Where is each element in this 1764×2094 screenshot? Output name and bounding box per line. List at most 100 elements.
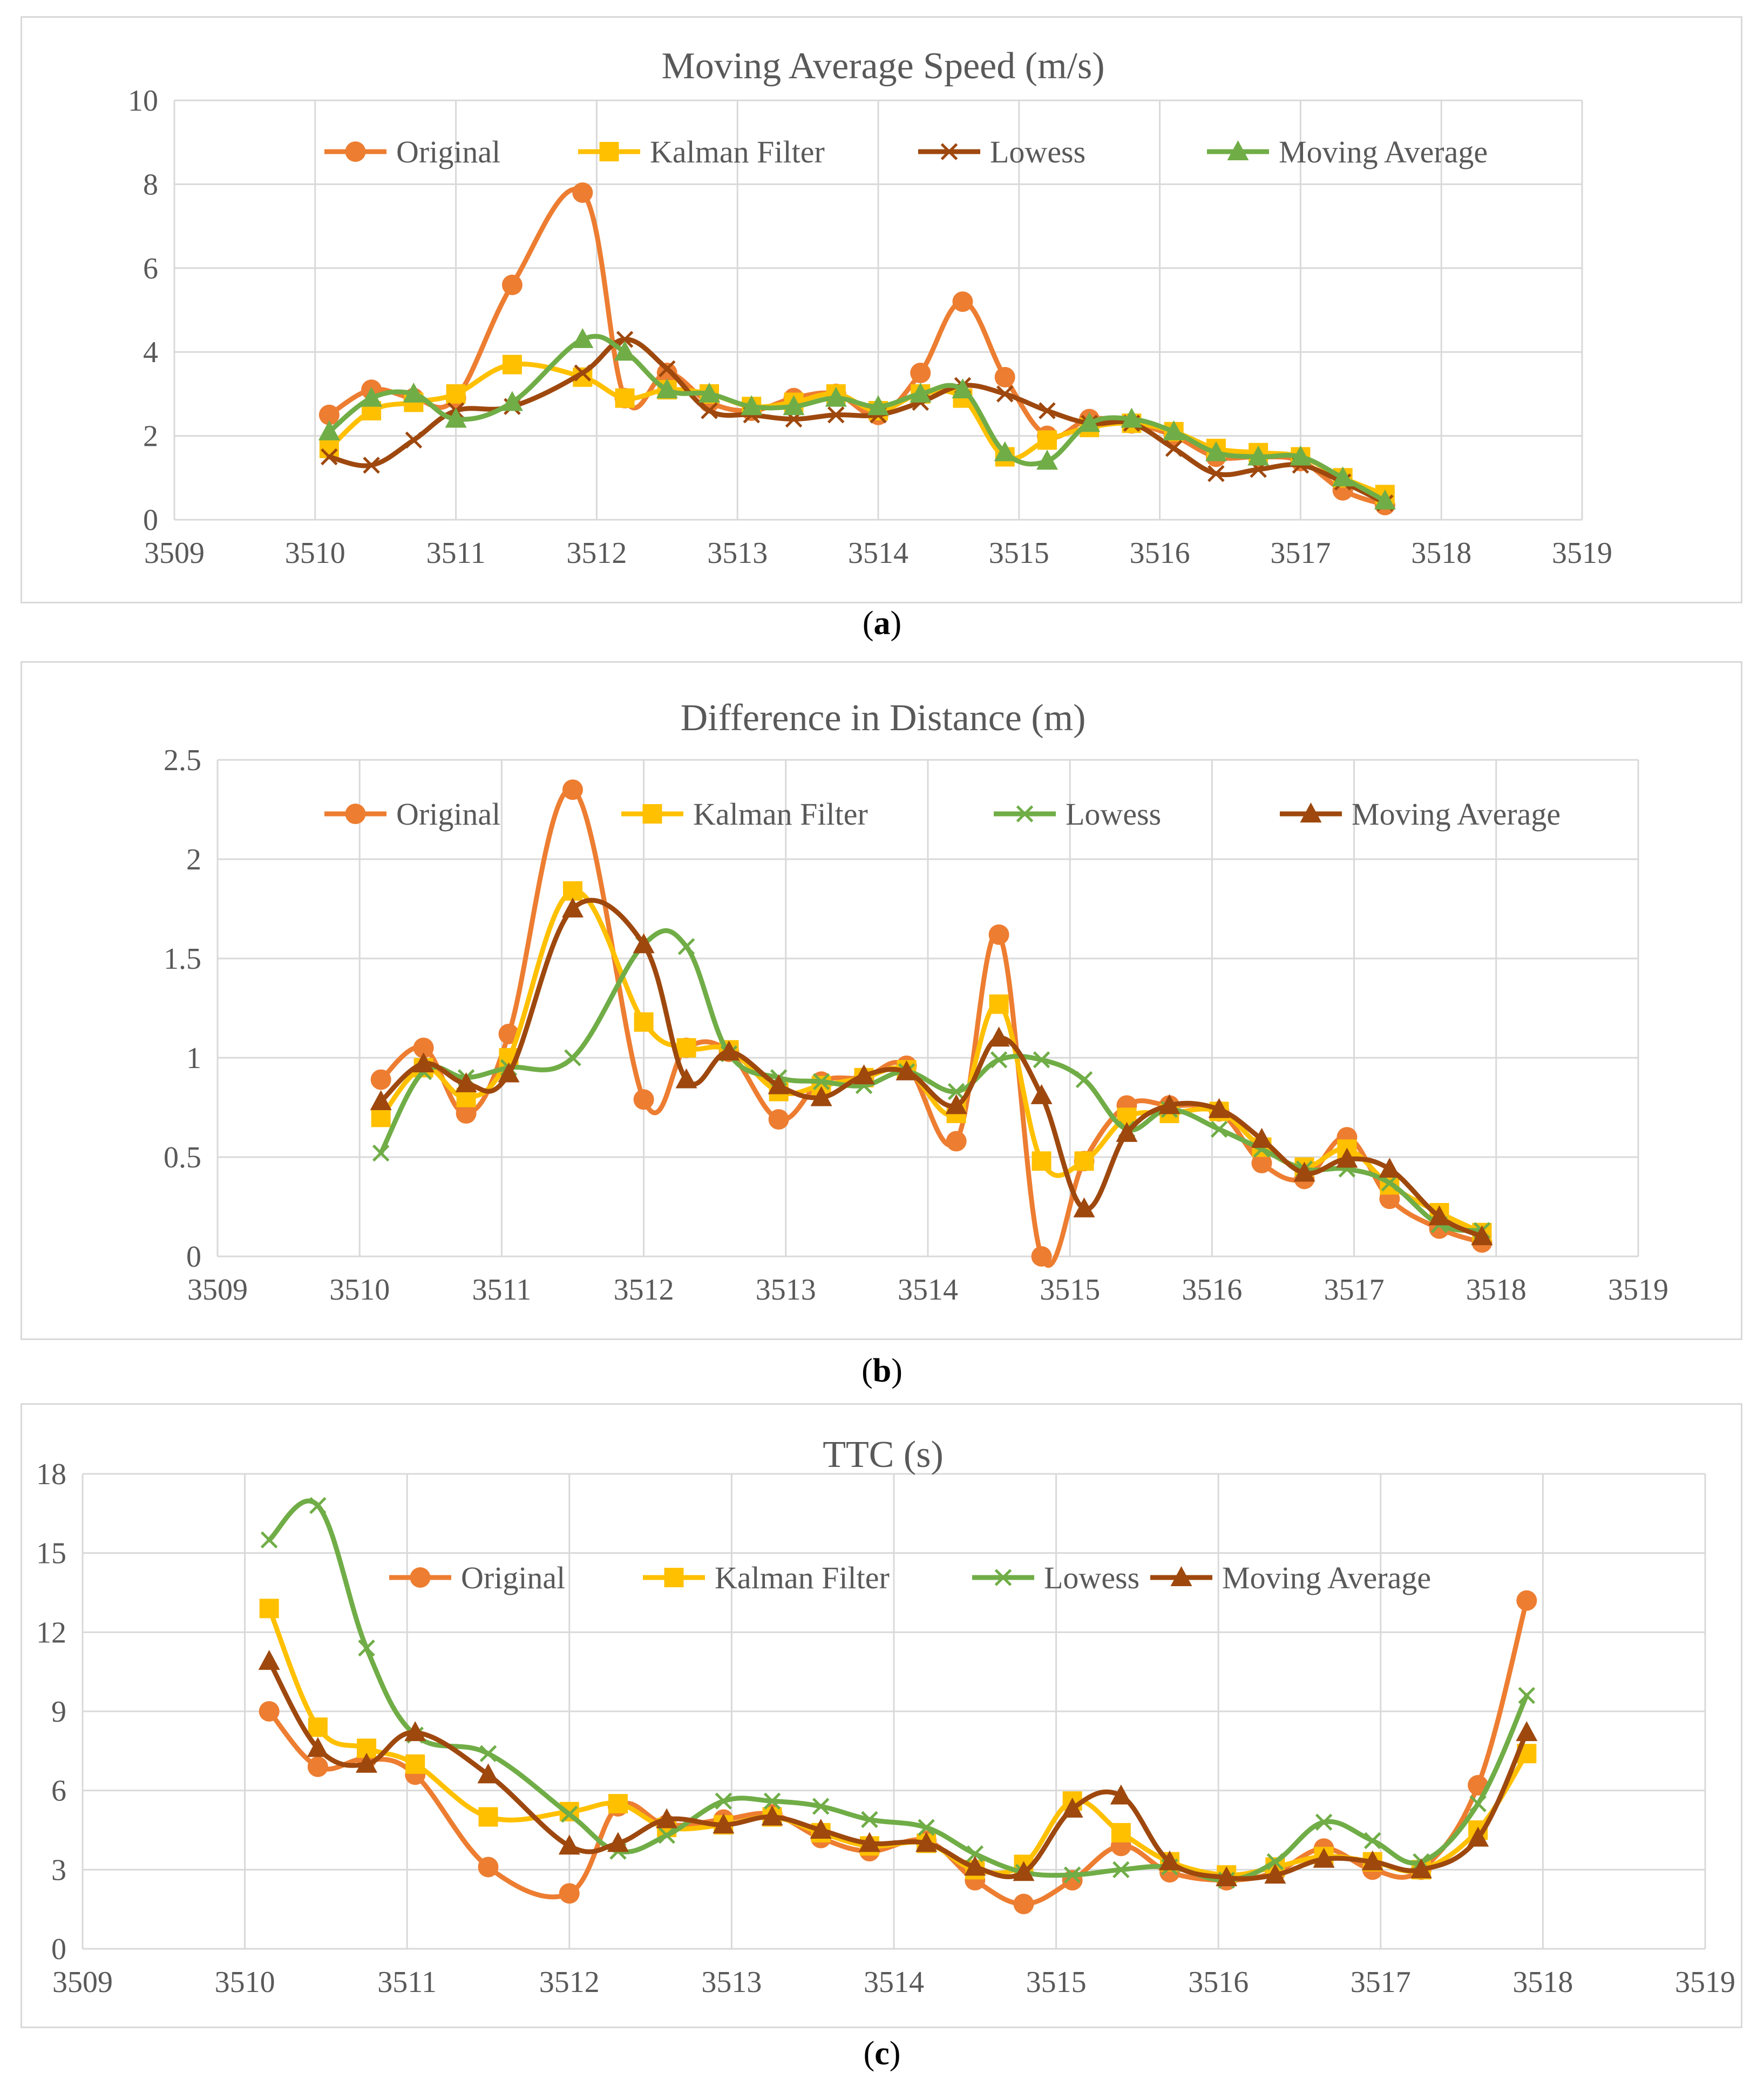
y-tick-label: 0.5 <box>164 1141 201 1174</box>
data-point-lowess <box>372 1144 390 1162</box>
gridlines <box>216 759 1639 1257</box>
legend-item-moving-average: Moving Average <box>1280 797 1561 832</box>
data-point-moving-average <box>741 395 763 416</box>
legend-item-lowess: Lowess <box>972 1560 1139 1595</box>
data-point-moving-average <box>445 407 467 428</box>
data-point-moving-average <box>656 378 678 399</box>
data-point-original <box>1031 1246 1052 1267</box>
data-point-moving-average <box>1374 489 1396 510</box>
data-point-moving-average <box>370 1090 392 1110</box>
chart-title: TTC (s) <box>823 1434 944 1476</box>
data-point-lowess <box>812 1798 830 1815</box>
data-point-lowess <box>1112 1861 1130 1879</box>
data-point-original <box>370 1069 391 1090</box>
data-point-kalman-filter <box>563 881 582 901</box>
legend-label-moving-average: Moving Average <box>1279 134 1488 169</box>
data-point-original <box>994 366 1015 387</box>
data-point-lowess <box>996 385 1014 403</box>
data-point-moving-average <box>675 1068 697 1089</box>
x-tick-label: 3519 <box>1675 1966 1735 1999</box>
data-point-kalman-filter <box>1032 1151 1051 1171</box>
x-tick-label: 3514 <box>898 1273 958 1307</box>
data-point-moving-average <box>501 391 523 411</box>
series-lowess <box>260 1497 1536 1889</box>
data-point-lowess <box>990 1051 1008 1069</box>
data-point-moving-average <box>1379 1158 1401 1178</box>
data-point-moving-average <box>404 1721 426 1742</box>
data-point-moving-average <box>810 1819 832 1839</box>
data-point-lowess <box>1364 1832 1381 1850</box>
data-point-moving-average <box>1036 450 1058 470</box>
legend-marker-lowess <box>940 143 958 160</box>
data-point-moving-average <box>1332 466 1354 487</box>
data-point-moving-average <box>572 328 594 348</box>
legend-label-original: Original <box>461 1560 565 1595</box>
legend-item-kalman-filter: Kalman Filter <box>643 1560 890 1595</box>
x-tick-label: 3513 <box>701 1966 762 1999</box>
x-tick-label: 3513 <box>707 536 768 570</box>
data-point-lowess <box>1063 1866 1081 1884</box>
data-point-lowess <box>1075 1071 1093 1089</box>
data-point-lowess <box>658 1827 675 1844</box>
legend-marker-original <box>345 804 366 824</box>
data-point-lowess <box>358 1639 375 1657</box>
x-tick-label: 3509 <box>144 536 205 570</box>
data-point-moving-average <box>810 1086 832 1106</box>
x-tick-label: 3516 <box>1130 536 1190 570</box>
caption-c: (c) <box>863 2035 901 2072</box>
legend-marker-moving-average <box>1170 1566 1192 1586</box>
legend-marker-kalman-filter <box>599 142 619 161</box>
data-point-lowess <box>574 364 592 382</box>
data-point-moving-average <box>258 1650 280 1670</box>
data-point-moving-average <box>1205 441 1227 461</box>
data-point-moving-average <box>718 1040 740 1060</box>
data-point-moving-average <box>988 1026 1010 1047</box>
series-line-lowess <box>378 928 1484 1233</box>
legend-label-moving-average: Moving Average <box>1222 1560 1431 1595</box>
legend-item-original: Original <box>389 1560 565 1595</box>
data-point-moving-average <box>825 386 847 407</box>
data-point-moving-average <box>1293 1161 1315 1182</box>
series-lowess <box>321 331 1394 512</box>
data-point-lowess <box>947 1083 965 1100</box>
data-point-kalman-filter <box>371 1107 391 1127</box>
data-point-lowess <box>309 1497 327 1514</box>
data-point-kalman-filter <box>259 1599 279 1619</box>
data-point-lowess <box>1165 440 1183 457</box>
data-point-moving-average <box>607 1832 629 1852</box>
data-point-moving-average <box>768 1074 790 1094</box>
data-point-lowess <box>715 1792 732 1810</box>
data-point-moving-average <box>713 1813 735 1834</box>
data-point-kalman-filter <box>989 994 1009 1014</box>
legend-marker-moving-average <box>1300 803 1322 822</box>
data-point-moving-average <box>558 1834 580 1855</box>
x-tick-label: 3509 <box>187 1273 248 1307</box>
data-point-lowess <box>1210 1120 1228 1138</box>
data-point-moving-average <box>307 1737 329 1757</box>
data-point-original <box>307 1756 328 1777</box>
data-point-moving-average <box>1251 1127 1273 1148</box>
x-tick-label: 3515 <box>989 536 1049 570</box>
data-point-kalman-filter <box>1074 1151 1094 1171</box>
data-point-moving-average <box>761 1805 783 1826</box>
data-point-moving-average <box>633 933 655 954</box>
series-original <box>370 779 1492 1268</box>
x-tick-label: 3510 <box>285 536 345 570</box>
data-point-moving-average <box>1410 1858 1432 1879</box>
legend-item-original: Original <box>324 797 500 832</box>
data-point-moving-average <box>895 1060 918 1080</box>
data-point-original <box>559 1883 580 1904</box>
data-point-moving-average <box>455 1072 477 1092</box>
data-point-moving-average <box>952 378 974 399</box>
data-point-moving-average <box>1061 1797 1083 1818</box>
data-point-moving-average <box>1336 1147 1358 1168</box>
y-tick-label: 8 <box>143 168 158 201</box>
data-point-kalman-filter <box>608 1794 628 1814</box>
x-tick-label: 3512 <box>566 536 627 570</box>
data-point-moving-average <box>1073 1197 1095 1218</box>
legend-marker-original <box>410 1567 431 1588</box>
data-point-kalman-filter <box>446 384 466 404</box>
data-point-moving-average <box>498 1062 520 1083</box>
data-point-moving-average <box>1467 1826 1489 1847</box>
x-tick-label: 3512 <box>614 1273 674 1307</box>
